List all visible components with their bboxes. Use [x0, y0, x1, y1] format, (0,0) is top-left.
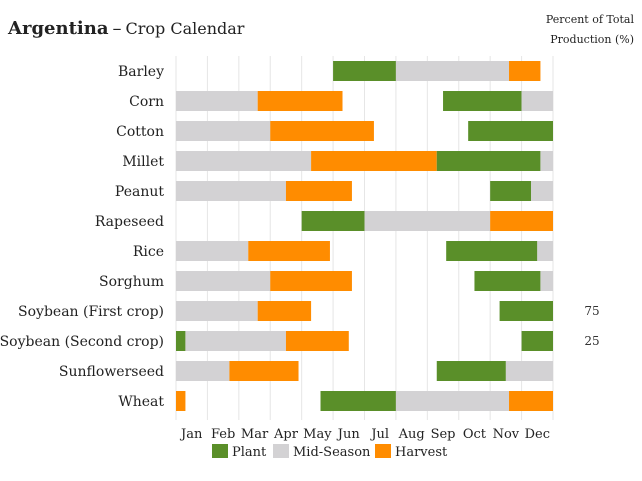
bar-mid-season [395, 391, 510, 411]
bar-mid-season [176, 151, 312, 171]
crop-label-millet: Millet [122, 154, 164, 170]
month-label-jul: Jul [369, 427, 389, 442]
bar-harvest [257, 301, 312, 321]
month-label-jan: Jan [179, 427, 203, 442]
bar-mid-season [521, 91, 553, 111]
bar-plant [443, 91, 522, 111]
crop-label-wheat: Wheat [118, 394, 164, 410]
month-label-nov: Nov [493, 427, 520, 442]
bar-plant [521, 331, 553, 351]
crop-label-sunflowerseed: Sunflowerseed [59, 364, 164, 380]
crop-label-corn: Corn [129, 94, 164, 110]
crop-label-barley: Barley [118, 64, 164, 80]
bar-harvest [248, 241, 330, 261]
bar-plant [474, 271, 541, 291]
percent-value: 25 [584, 334, 599, 348]
legend-swatch-mid-season [273, 444, 289, 458]
title-subtitle: Crop Calendar [125, 19, 245, 38]
note-line-1: Percent of Total [545, 13, 634, 26]
bar-mid-season [364, 211, 491, 231]
bar-plant [301, 211, 365, 231]
bar-harvest [270, 121, 374, 141]
month-label-feb: Feb [211, 427, 235, 442]
month-label-oct: Oct [463, 427, 487, 442]
bar-mid-season [176, 271, 271, 291]
bar-harvest [311, 151, 437, 171]
percent-value: 75 [584, 304, 599, 318]
month-label-sep: Sep [431, 427, 456, 442]
month-label-dec: Dec [525, 427, 550, 442]
bar-plant [333, 61, 396, 81]
title-separator: – [112, 18, 122, 39]
crop-label-rice: Rice [133, 244, 164, 260]
bar-plant [446, 241, 538, 261]
bar-plant [499, 301, 553, 321]
crop-label-rapeseed: Rapeseed [95, 214, 164, 230]
bar-mid-season [176, 361, 230, 381]
month-label-apr: Apr [273, 427, 299, 442]
bar-mid-season [395, 61, 510, 81]
legend-swatch-plant [212, 444, 228, 458]
bar-plant [490, 181, 532, 201]
legend-label-harvest: Harvest [395, 445, 448, 460]
note-line-2: Production (%) [550, 33, 634, 46]
bar-plant [320, 391, 396, 411]
bar-harvest [229, 361, 299, 381]
month-label-may: May [303, 427, 332, 442]
bar-mid-season [540, 271, 553, 291]
bar-plant [468, 121, 553, 141]
crop-label-peanut: Peanut [115, 184, 164, 200]
bar-harvest [285, 331, 349, 351]
month-label-mar: Mar [241, 427, 269, 442]
month-label-jun: Jun [336, 427, 361, 442]
percent-production-note: Percent of Total Production (%) [546, 10, 634, 50]
bar-mid-season [176, 91, 258, 111]
bar-harvest [509, 61, 541, 81]
title-country: Argentina [8, 18, 109, 39]
bar-mid-season [540, 151, 553, 171]
bar-harvest [176, 391, 186, 411]
crop-label-cotton: Cotton [116, 124, 164, 140]
legend-swatch-harvest [375, 444, 391, 458]
bar-mid-season [185, 331, 286, 351]
bar-mid-season [176, 301, 258, 321]
bar-harvest [257, 91, 343, 111]
bar-mid-season [505, 361, 553, 381]
bar-harvest [285, 181, 352, 201]
bar-mid-season [176, 181, 286, 201]
crop-label-sorghum: Sorghum [99, 274, 164, 290]
month-label-aug: Aug [398, 427, 425, 442]
bar-plant [436, 151, 541, 171]
chart-title: Argentina – Crop Calendar [8, 18, 244, 39]
legend-label-mid-season: Mid-Season [293, 445, 371, 460]
bar-harvest [270, 271, 352, 291]
bar-mid-season [176, 241, 249, 261]
bar-harvest [490, 211, 553, 231]
bar-mid-season [531, 181, 553, 201]
bar-mid-season [176, 121, 271, 141]
bar-mid-season [537, 241, 553, 261]
bar-harvest [509, 391, 553, 411]
crop-label-soybean-second-crop: Soybean (Second crop) [0, 334, 164, 350]
legend-label-plant: Plant [232, 445, 267, 460]
bar-plant [176, 331, 186, 351]
crop-label-soybean-first-crop: Soybean (First crop) [18, 304, 164, 320]
bar-plant [436, 361, 506, 381]
